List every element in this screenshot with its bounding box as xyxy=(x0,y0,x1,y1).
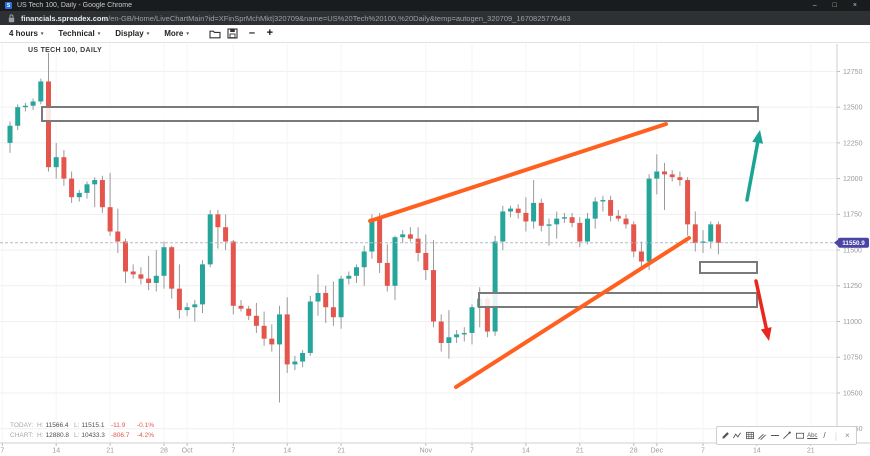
stats-row-today: TODAY: H: 11566.4 L: 11515.1 -11.9 -0.1% xyxy=(10,421,161,431)
resistance-rectangle[interactable] xyxy=(699,261,758,274)
svg-text:14: 14 xyxy=(753,448,761,455)
x-axis-labels: 7 14 21 28 Oct 7 14 21 Nov 7 14 21 28 Dec 7 14 21 xyxy=(0,448,814,455)
svg-text:14: 14 xyxy=(52,448,60,455)
ssl-padlock-icon[interactable] xyxy=(8,13,15,23)
chart-change: -806.7 xyxy=(111,431,130,439)
resistance-rectangle[interactable] xyxy=(478,292,758,308)
address-bar[interactable]: financials.spreadex.com/en-GB/Home/LiveC… xyxy=(0,11,870,25)
svg-text:Nov: Nov xyxy=(420,448,433,455)
svg-text:28: 28 xyxy=(160,448,168,455)
chart-low: 10433.3 xyxy=(81,431,105,439)
today-change: -11.9 xyxy=(111,422,126,429)
svg-text:21: 21 xyxy=(807,448,815,455)
chart-change-pct: -4.2% xyxy=(137,431,154,439)
minimize-icon[interactable]: – xyxy=(812,2,817,9)
svg-text:11250: 11250 xyxy=(843,283,862,290)
up-arrow[interactable] xyxy=(745,130,764,202)
url-path: /en-GB/Home/LiveChartMain?id=XFinSprMchM… xyxy=(108,13,571,23)
svg-text:21: 21 xyxy=(576,448,584,455)
svg-text:12000: 12000 xyxy=(843,176,863,183)
svg-text:11000: 11000 xyxy=(843,319,862,326)
svg-text:7: 7 xyxy=(470,448,474,455)
down-arrow[interactable] xyxy=(754,279,772,341)
today-low: 11515.1 xyxy=(81,422,105,429)
drawing-toolbar: Abc / | × xyxy=(716,426,857,445)
open-chart-icon[interactable] xyxy=(208,27,222,40)
svg-text:7: 7 xyxy=(231,448,235,455)
stats-row-chart: CHART: H: 12880.8 L: 10433.3 -806.7 -4.2% xyxy=(10,431,161,441)
svg-text:7: 7 xyxy=(701,448,705,455)
today-high: 11566.4 xyxy=(45,422,69,429)
save-chart-icon[interactable] xyxy=(226,27,240,40)
chart-stats: TODAY: H: 11566.4 L: 11515.1 -11.9 -0.1% C… xyxy=(10,421,161,440)
chevron-down-icon: ▾ xyxy=(97,30,101,37)
y-axis-labels: 12750 12500 12250 12000 11750 11500 11250 11000… xyxy=(843,69,863,433)
svg-text:11500: 11500 xyxy=(843,247,862,254)
url-text: financials.spreadex.com/en-GB/Home/LiveC… xyxy=(21,14,571,23)
chart-toolbar: 4 hours ▾ Technical ▾ Display ▾ More ▾ xyxy=(0,25,870,43)
zoom-out-button[interactable]: – xyxy=(248,27,255,39)
zigzag-tool-icon[interactable] xyxy=(732,430,742,442)
svg-text:Dec: Dec xyxy=(651,448,664,455)
chart-high: 12880.8 xyxy=(45,431,70,439)
rectangle-tool-icon[interactable] xyxy=(795,430,805,442)
trendline[interactable] xyxy=(454,236,691,389)
today-change-pct: -0.1% xyxy=(137,422,154,429)
svg-text:11550.9: 11550.9 xyxy=(842,240,865,247)
trendline[interactable] xyxy=(368,122,668,223)
svg-text:14: 14 xyxy=(522,448,530,455)
grid-tool-icon[interactable] xyxy=(745,430,755,442)
svg-text:21: 21 xyxy=(106,448,114,455)
display-menu[interactable]: Display ▾ xyxy=(115,29,150,38)
chevron-down-icon: ▾ xyxy=(146,30,150,37)
trend-line-tool-icon[interactable] xyxy=(782,430,792,442)
chevron-down-icon: ▾ xyxy=(40,30,44,37)
chart-symbol-label: US TECH 100, DAILY xyxy=(28,47,102,54)
svg-text:7: 7 xyxy=(0,448,4,455)
maximize-icon[interactable]: □ xyxy=(832,2,837,9)
more-menu[interactable]: More ▾ xyxy=(164,29,189,38)
svg-text:28: 28 xyxy=(630,448,638,455)
candlestick-series xyxy=(7,52,721,403)
resistance-rectangle[interactable] xyxy=(41,106,759,122)
channel-tool-icon[interactable] xyxy=(757,430,767,442)
zoom-in-button[interactable]: + xyxy=(266,27,274,39)
svg-text:Oct: Oct xyxy=(182,448,193,455)
window-titlebar: S US Tech 100, Daily - Google Chrome – □… xyxy=(0,0,870,11)
technical-menu[interactable]: Technical ▾ xyxy=(58,29,101,38)
horizontal-line-tool-icon[interactable] xyxy=(770,430,780,442)
svg-text:14: 14 xyxy=(283,448,291,455)
svg-text:12250: 12250 xyxy=(843,140,863,147)
spreadex-favicon-icon: S xyxy=(5,2,12,9)
svg-text:12500: 12500 xyxy=(843,105,863,112)
url-domain: financials.spreadex.com xyxy=(21,13,109,23)
svg-text:10500: 10500 xyxy=(843,390,863,397)
close-toolbar-icon[interactable]: × xyxy=(845,431,850,440)
toolbar-divider: | xyxy=(834,430,838,441)
svg-text:12750: 12750 xyxy=(843,69,863,76)
timeframe-menu[interactable]: 4 hours ▾ xyxy=(9,29,44,38)
window-title: US Tech 100, Daily - Google Chrome xyxy=(17,2,133,9)
price-badge: 11550.9 xyxy=(834,237,869,248)
close-window-icon[interactable]: × xyxy=(852,2,857,9)
slash-tool-icon[interactable]: / xyxy=(823,431,826,440)
text-tool-icon[interactable]: Abc xyxy=(807,432,818,439)
pencil-tool-icon[interactable] xyxy=(721,430,730,442)
svg-text:21: 21 xyxy=(337,448,345,455)
svg-text:11750: 11750 xyxy=(843,212,862,219)
svg-text:10750: 10750 xyxy=(843,355,863,362)
gridlines xyxy=(0,44,870,446)
chart-drawings[interactable] xyxy=(41,106,772,389)
chevron-down-icon: ▾ xyxy=(186,30,189,37)
